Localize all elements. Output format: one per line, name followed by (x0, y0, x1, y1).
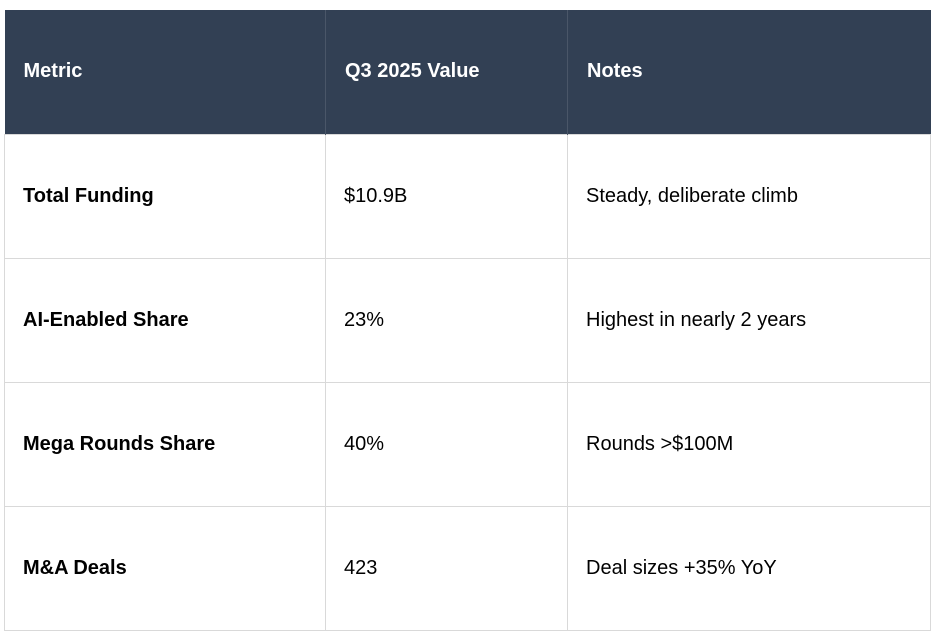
value-cell: $10.9B (325, 133, 568, 259)
notes-cell: Steady, deliberate climb (567, 133, 931, 259)
metrics-table: Metric Q3 2025 Value Notes Total Funding… (4, 10, 931, 631)
notes-cell: Rounds >$100M (567, 381, 931, 507)
notes-cell: Highest in nearly 2 years (567, 257, 931, 383)
metric-cell: Total Funding (4, 133, 326, 259)
metric-cell: Mega Rounds Share (4, 381, 326, 507)
table-body: Total Funding $10.9B Steady, deliberate … (4, 133, 931, 631)
value-cell: 23% (325, 257, 568, 383)
metric-cell: M&A Deals (4, 505, 326, 631)
table-header: Metric Q3 2025 Value Notes (4, 10, 931, 134)
metric-cell: AI-Enabled Share (4, 257, 326, 383)
metrics-table-container: Metric Q3 2025 Value Notes Total Funding… (4, 10, 931, 631)
header-metric: Metric (23, 60, 83, 83)
table-row: Mega Rounds Share 40% Rounds >$100M (4, 381, 931, 507)
table-row: Total Funding $10.9B Steady, deliberate … (4, 133, 931, 259)
value-cell: 40% (325, 381, 568, 507)
table-row: M&A Deals 423 Deal sizes +35% YoY (4, 505, 931, 631)
header-q3-2025-value: Q3 2025 Value (325, 10, 568, 134)
header-notes: Notes (567, 10, 931, 134)
notes-cell: Deal sizes +35% YoY (567, 505, 931, 631)
table-row: AI-Enabled Share 23% Highest in nearly 2… (4, 257, 931, 383)
value-cell: 423 (325, 505, 568, 631)
header-row: Metric Q3 2025 Value Notes (4, 10, 931, 134)
